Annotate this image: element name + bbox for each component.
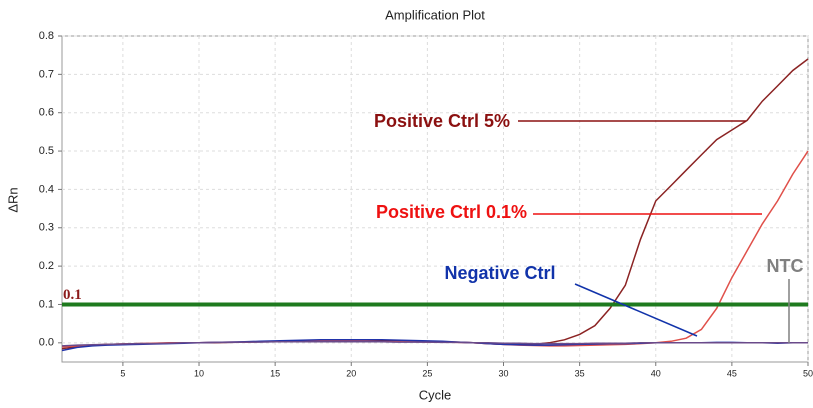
x-tick-label: 40	[651, 368, 661, 378]
y-tick-label: 0.8	[39, 30, 54, 42]
x-tick-label: 25	[422, 368, 432, 378]
x-tick-label: 15	[270, 368, 280, 378]
plot-area	[61, 35, 809, 363]
x-tick-label: 5	[120, 368, 125, 378]
x-tick-label: 10	[194, 368, 204, 378]
annotation: Positive Ctrl 0.1%	[376, 202, 527, 222]
y-tick-label: 0.4	[39, 183, 54, 195]
chart-title: Amplification Plot	[385, 7, 485, 22]
threshold-label: 0.1	[63, 287, 82, 303]
y-tick-label: 0.7	[39, 68, 54, 80]
y-axis-label: ΔRn	[5, 187, 20, 212]
annotation: Negative Ctrl	[444, 263, 555, 283]
annotation: NTC	[767, 256, 804, 276]
x-axis-label: Cycle	[419, 387, 452, 402]
y-tick-label: 0.2	[39, 260, 54, 272]
y-tick-label: 0.3	[39, 222, 54, 234]
x-tick-label: 20	[346, 368, 356, 378]
series-line	[61, 340, 808, 347]
y-tick-label: 0.6	[39, 107, 54, 119]
y-tick-label: 0.1	[39, 298, 54, 310]
leader-line	[574, 283, 698, 337]
x-tick-label: 30	[499, 368, 509, 378]
annotation: Positive Ctrl 5%	[374, 111, 510, 131]
x-tick-label: 35	[575, 368, 585, 378]
x-tick-label: 45	[727, 368, 737, 378]
y-tick-label: 0.5	[39, 145, 54, 157]
x-tick-label: 50	[803, 368, 813, 378]
y-tick-label: 0.0	[39, 337, 54, 349]
